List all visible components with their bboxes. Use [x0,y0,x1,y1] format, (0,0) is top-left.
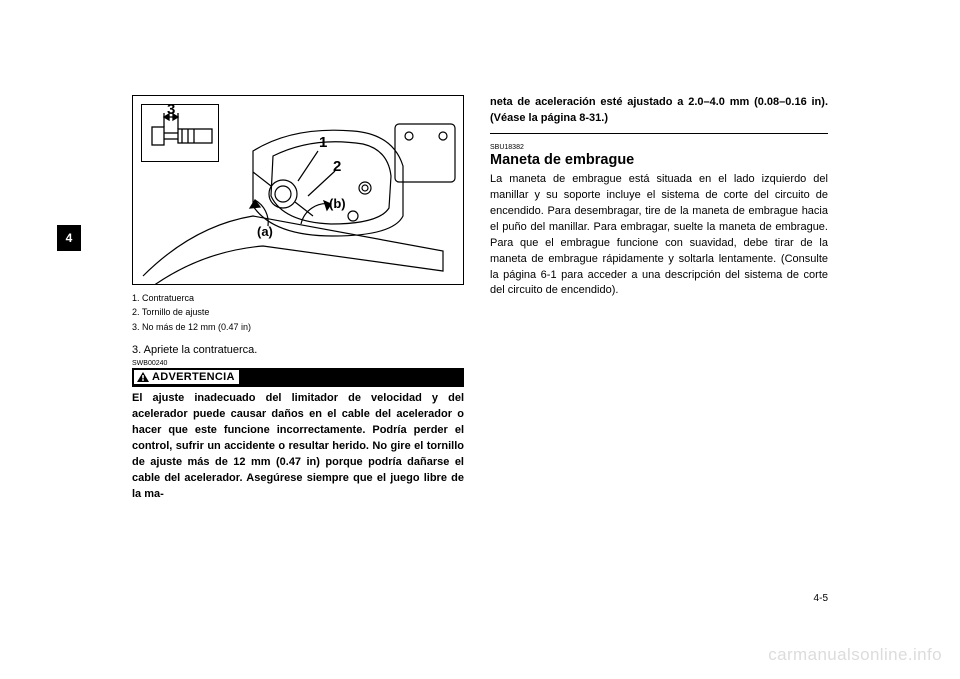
figure-throttle-limiter: 3 1 2 (b) (a) [132,95,464,285]
watermark: carmanualsonline.info [768,645,942,665]
chapter-tab: 4 [57,225,81,251]
page-content: 3 1 2 (b) (a) 1. Contratuerca 2. Tornill… [132,95,828,595]
warning-continuation: neta de aceleración esté ajustado a 2.0–… [490,95,828,127]
caption-line-2: 2. Tornillo de ajuste [132,305,464,319]
page-number: 4-5 [814,593,828,604]
section-title: Maneta de embrague [490,152,828,168]
callout-a: (a) [257,224,273,239]
callout-b: (b) [329,196,346,211]
warning-badge: ADVERTENCIA [134,370,239,384]
figure-inset: 3 [141,104,219,162]
warning-triangle-icon [136,371,150,383]
left-column: 3 1 2 (b) (a) 1. Contratuerca 2. Tornill… [132,95,464,503]
step-3: 3. Apriete la contratuerca. [132,344,464,356]
callout-2: 2 [333,158,341,175]
warning-label: ADVERTENCIA [152,371,235,383]
caption-line-1: 1. Contratuerca [132,291,464,305]
section-body: La maneta de embrague está situada en el… [490,172,828,300]
warning-code: SWB00240 [132,360,464,367]
warning-bar: ADVERTENCIA [132,368,464,386]
caption-line-3: 3. No más de 12 mm (0.47 in) [132,320,464,334]
warning-underline [132,386,464,387]
warning-body: El ajuste inadecuado del limitador de ve… [132,391,464,503]
inset-svg [142,105,220,163]
inset-label-3: 3 [167,101,175,118]
section-rule [490,133,828,134]
right-column: neta de aceleración esté ajustado a 2.0–… [490,95,828,299]
callout-1: 1 [319,134,327,151]
figure-caption: 1. Contratuerca 2. Tornillo de ajuste 3.… [132,291,464,334]
section-code: SBU18382 [490,144,828,151]
